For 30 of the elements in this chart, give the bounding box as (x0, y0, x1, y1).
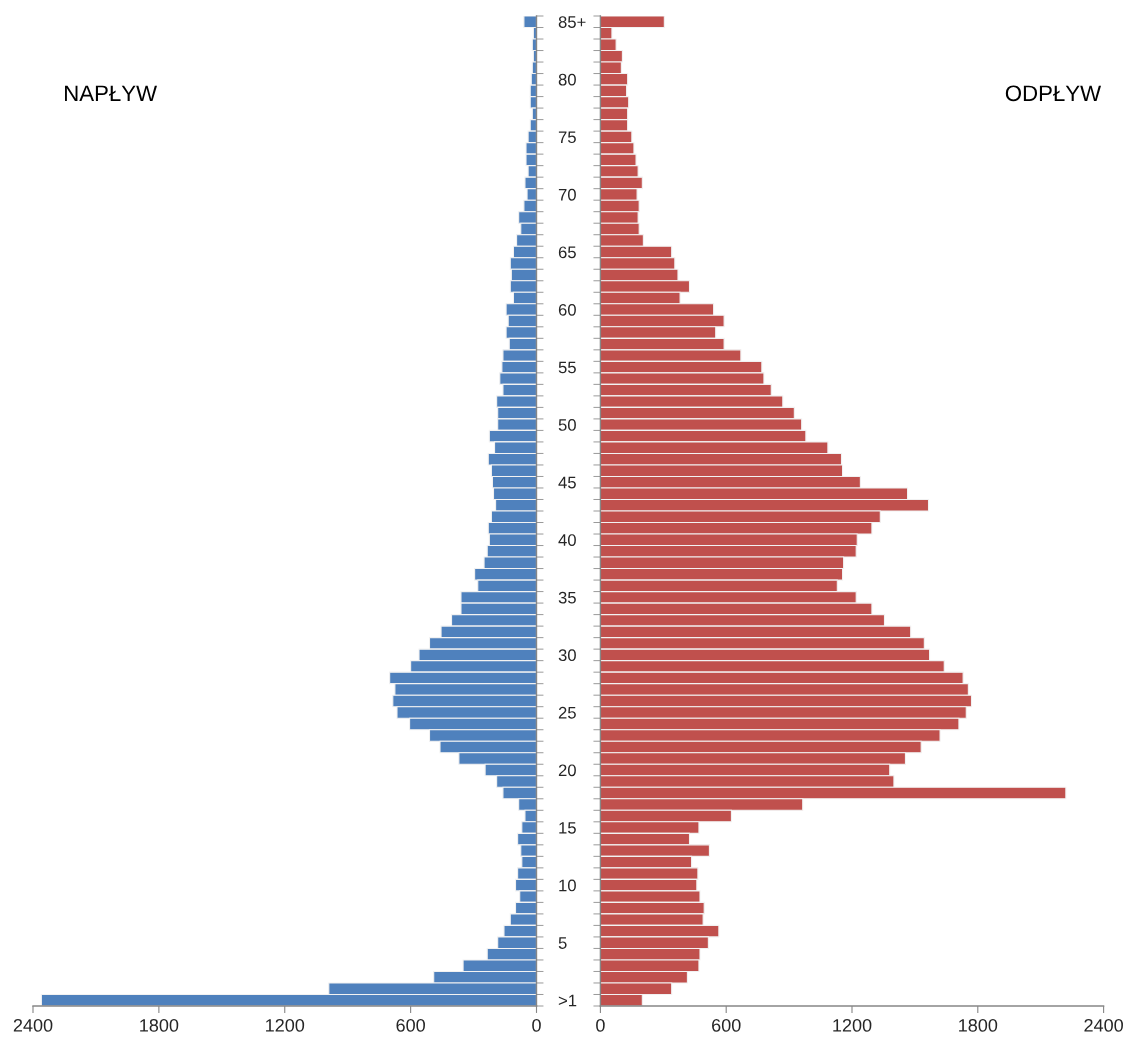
y-tick-label: 80 (558, 73, 576, 86)
y-tick-label: 15 (559, 822, 576, 834)
text: ODPŁYW (1005, 85, 1102, 102)
x-tick-label: 0 (532, 1018, 541, 1032)
y-tick-label: 35 (558, 591, 576, 604)
x-tick-label: 600 (712, 1018, 741, 1032)
y-tick-label: 30 (558, 649, 576, 662)
y-tick-label: 70 (558, 188, 576, 201)
x-tick-label: 2400 (1084, 1018, 1123, 1032)
x-tick-label: 1200 (266, 1018, 305, 1032)
y-tick-label: 25 (558, 706, 576, 719)
y-tick-label: 50 (558, 419, 576, 431)
x-tick-label: 2400 (13, 1018, 53, 1032)
y-tick-label: 75 (558, 131, 576, 144)
x-tick-label: 1800 (959, 1018, 998, 1032)
y-tick-label: 45 (558, 476, 576, 489)
y-tick-label: 85+ (558, 16, 586, 28)
x-tick-label: 1200 (833, 1018, 872, 1032)
y-tick-label: 5 (558, 937, 567, 949)
y-tick-label: 65 (558, 246, 576, 259)
y-tick-label: 20 (558, 764, 576, 777)
y-tick-label: 10 (559, 879, 576, 892)
y-tick-label: 60 (558, 303, 576, 316)
y-tick-label: 40 (558, 534, 576, 546)
y-tick-label: >1 (558, 994, 577, 1007)
x-tick-label: 1800 (140, 1018, 179, 1032)
x-tick-label: 600 (396, 1018, 425, 1032)
x-tick-label: 0 (596, 1018, 605, 1032)
text: NAPŁYW (65, 85, 157, 101)
y-tick-label: 55 (558, 361, 576, 374)
